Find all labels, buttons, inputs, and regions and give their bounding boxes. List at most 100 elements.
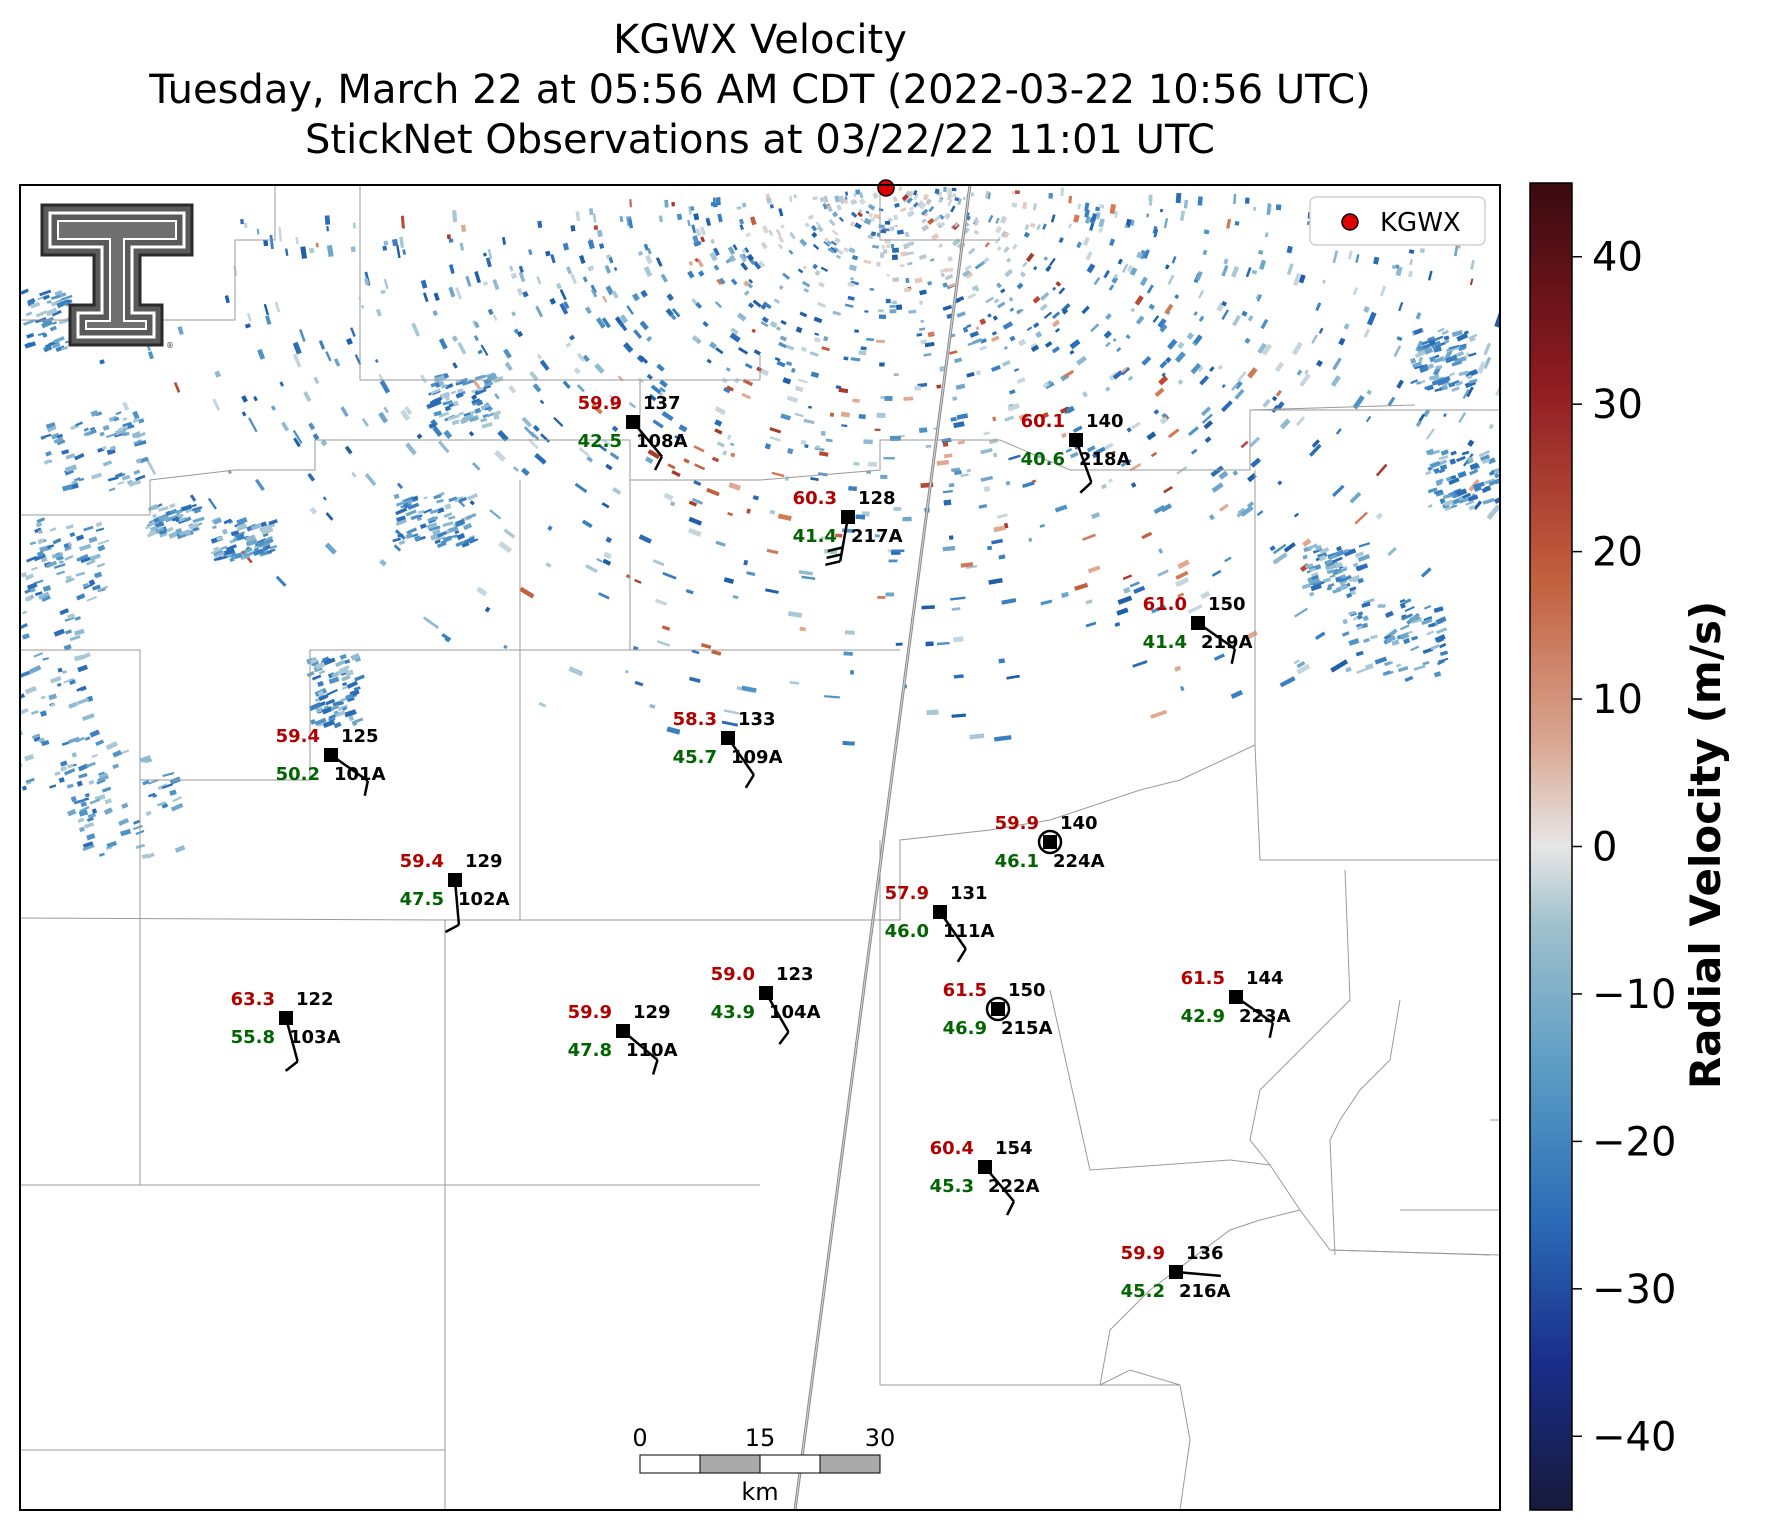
station-dewpoint: 45.7 bbox=[673, 747, 717, 768]
station-id: 224A bbox=[1053, 851, 1105, 872]
scale-bar: 0 15 30 km bbox=[632, 1424, 895, 1506]
colorbar-label: Radial Velocity (m/s) bbox=[1681, 601, 1730, 1089]
station-temperature: 63.3 bbox=[231, 989, 275, 1010]
station-dewpoint: 47.5 bbox=[400, 889, 444, 910]
wind-barb-icon bbox=[1175, 1270, 1221, 1278]
station-pressure: 128 bbox=[858, 488, 896, 509]
station-marker-icon bbox=[841, 510, 855, 524]
station-temperature: 59.9 bbox=[995, 813, 1039, 834]
station-id: 216A bbox=[1179, 1281, 1231, 1302]
station-temperature: 60.1 bbox=[1021, 411, 1065, 432]
station-pressure: 129 bbox=[633, 1002, 671, 1023]
station-id: 217A bbox=[851, 526, 903, 547]
scale-label-30: 30 bbox=[865, 1424, 896, 1452]
title-line-1: KGWX Velocity bbox=[613, 17, 907, 63]
station-pressure: 150 bbox=[1008, 980, 1046, 1001]
station-id: 101A bbox=[334, 764, 386, 785]
station-109a: 58.3 133 45.7 109A bbox=[673, 709, 783, 789]
station-id: 108A bbox=[636, 431, 688, 452]
legend: KGWX bbox=[1309, 196, 1486, 246]
colorbar-tick-label: 30 bbox=[1592, 382, 1643, 428]
station-pressure: 133 bbox=[738, 709, 776, 730]
wind-barb-icon bbox=[825, 516, 850, 567]
colorbar-tick-label: −30 bbox=[1592, 1267, 1676, 1313]
colorbar-ticks: 40 30 20 10 0 −10 −20 −30 −40 bbox=[1572, 235, 1676, 1460]
station-id: 102A bbox=[458, 889, 510, 910]
wind-barb-icon bbox=[1074, 439, 1093, 494]
station-dewpoint: 41.4 bbox=[793, 526, 837, 547]
title-line-2: Tuesday, March 22 at 05:56 AM CDT (2022-… bbox=[148, 67, 1370, 113]
station-219a: 61.0 150 41.4 219A bbox=[1143, 594, 1253, 664]
station-pressure: 137 bbox=[643, 393, 681, 414]
colorbar-tick-label: 10 bbox=[1592, 677, 1643, 723]
station-temperature: 59.9 bbox=[568, 1002, 612, 1023]
svg-text:®: ® bbox=[166, 341, 174, 350]
colorbar-tick-label: −20 bbox=[1592, 1119, 1676, 1165]
station-pressure: 131 bbox=[950, 883, 988, 904]
colorbar-tick-label: −40 bbox=[1592, 1414, 1676, 1460]
calm-wind-icon bbox=[985, 996, 1011, 1022]
station-marker-icon bbox=[1229, 990, 1243, 1004]
state-boundary bbox=[793, 185, 972, 1510]
station-temperature: 59.9 bbox=[1121, 1243, 1165, 1264]
station-dewpoint: 45.3 bbox=[930, 1176, 974, 1197]
station-dewpoint: 45.2 bbox=[1121, 1281, 1165, 1302]
station-dewpoint: 46.9 bbox=[943, 1018, 987, 1039]
map-panel: 59.9 137 42.5 108A 60.1 140 40.6 218A 60.3 128 41.… bbox=[19, 179, 1501, 1511]
station-pressure: 154 bbox=[995, 1138, 1033, 1159]
station-temperature: 59.0 bbox=[711, 964, 755, 985]
station-pressure: 144 bbox=[1246, 968, 1284, 989]
wind-barb-icon bbox=[284, 1017, 299, 1072]
kgwx-radar-site-marker bbox=[877, 179, 895, 197]
station-temperature: 59.4 bbox=[400, 851, 444, 872]
station-pressure: 122 bbox=[296, 989, 334, 1010]
station-pressure: 140 bbox=[1086, 411, 1124, 432]
station-108a: 59.9 137 42.5 108A bbox=[578, 393, 688, 471]
station-217a: 60.3 128 41.4 217A bbox=[793, 488, 903, 567]
station-dewpoint: 42.5 bbox=[578, 431, 622, 452]
station-marker-icon bbox=[448, 873, 462, 887]
station-215a: 61.5 150 46.9 215A bbox=[943, 980, 1053, 1039]
scale-unit: km bbox=[741, 1478, 778, 1506]
station-id: 110A bbox=[626, 1040, 678, 1061]
station-dewpoint: 46.0 bbox=[885, 921, 929, 942]
station-id: 218A bbox=[1079, 449, 1131, 470]
station-marker-icon bbox=[759, 986, 773, 1000]
station-temperature: 61.5 bbox=[943, 980, 987, 1001]
station-temperature: 59.9 bbox=[578, 393, 622, 414]
station-224a: 59.9 140 46.1 224A bbox=[995, 813, 1105, 872]
station-id: 222A bbox=[988, 1176, 1040, 1197]
colorbar: 40 30 20 10 0 −10 −20 −30 −40 Radial Velocity (m… bbox=[1529, 182, 1730, 1511]
station-id: 109A bbox=[731, 747, 783, 768]
station-111a: 57.9 131 46.0 111A bbox=[885, 883, 995, 963]
county-boundaries bbox=[20, 185, 1500, 1510]
map-frame bbox=[19, 184, 1501, 1511]
station-dewpoint: 42.9 bbox=[1181, 1006, 1225, 1027]
station-pressure: 150 bbox=[1208, 594, 1246, 615]
station-temperature: 61.0 bbox=[1143, 594, 1187, 615]
station-id: 104A bbox=[769, 1002, 821, 1023]
station-dewpoint: 46.1 bbox=[995, 851, 1039, 872]
station-temperature: 58.3 bbox=[673, 709, 717, 730]
colorbar-tick-label: 20 bbox=[1592, 530, 1643, 576]
station-110a: 59.9 129 47.8 110A bbox=[568, 1002, 678, 1075]
station-218a: 60.1 140 40.6 218A bbox=[1021, 411, 1131, 494]
texas-tech-logo: ® bbox=[40, 203, 194, 350]
station-104a: 59.0 123 43.9 104A bbox=[711, 964, 821, 1045]
station-marker-icon bbox=[1169, 1265, 1183, 1279]
station-marker-icon bbox=[933, 905, 947, 919]
station-102a: 59.4 129 47.5 102A bbox=[400, 851, 510, 934]
station-222a: 60.4 154 45.3 222A bbox=[930, 1138, 1040, 1216]
title-line-3: StickNet Observations at 03/22/22 11:01 … bbox=[305, 117, 1215, 163]
station-temperature: 59.4 bbox=[276, 726, 320, 747]
station-pressure: 123 bbox=[776, 964, 814, 985]
station-marker-icon bbox=[279, 1011, 293, 1025]
station-dewpoint: 41.4 bbox=[1143, 632, 1187, 653]
scale-label-15: 15 bbox=[745, 1424, 776, 1452]
station-id: 219A bbox=[1201, 632, 1253, 653]
station-pressure: 140 bbox=[1060, 813, 1098, 834]
station-216a: 59.9 136 45.2 216A bbox=[1121, 1243, 1231, 1302]
station-id: 223A bbox=[1239, 1006, 1291, 1027]
station-dewpoint: 55.8 bbox=[231, 1027, 275, 1048]
station-temperature: 60.3 bbox=[793, 488, 837, 509]
